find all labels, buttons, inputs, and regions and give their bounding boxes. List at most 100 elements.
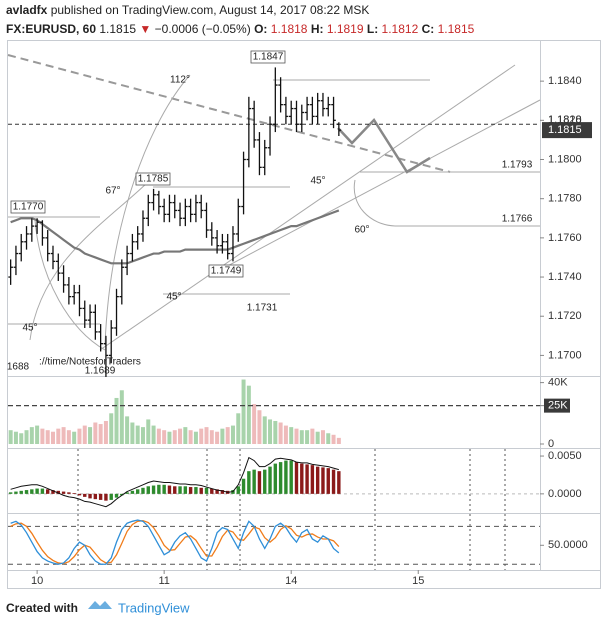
volume-bar (93, 422, 98, 444)
macd-histogram (268, 466, 272, 494)
volume-bar (66, 430, 71, 444)
volume-bar (88, 427, 93, 444)
macd-histogram (210, 488, 214, 494)
macd-histogram (310, 465, 315, 494)
footer-brand[interactable]: TradingView (118, 600, 190, 615)
trend-line (99, 64, 516, 351)
macd-histogram (72, 493, 76, 494)
last-price-badge (542, 122, 592, 139)
macd-histogram (88, 493, 92, 499)
level-badge-label: 25K (548, 400, 568, 412)
annotation: 1.1770 (13, 202, 44, 213)
x-tick-label: 15 (412, 575, 424, 587)
header-line-2: FX:EURUSD, 60 1.1815 ▼ −0.0006 (−0.05%) … (6, 22, 475, 36)
macd-histogram (337, 471, 341, 494)
volume-bar (331, 434, 336, 444)
macd-histogram (305, 464, 309, 494)
macd-histogram (35, 488, 39, 494)
volume-bar (125, 416, 130, 444)
macd-histogram (109, 493, 113, 500)
projection (337, 117, 431, 174)
price: 1.1815 (99, 22, 136, 36)
macd-histogram (236, 486, 240, 494)
volume-bar (257, 410, 262, 444)
y-tick-label: 1.1780 (548, 193, 582, 205)
volume-bar (50, 431, 55, 444)
macd-histogram (331, 469, 336, 494)
volume-bar (156, 428, 161, 444)
y-tick-label: 0.0000 (548, 488, 582, 500)
arc (29, 179, 151, 341)
macd-histogram (188, 487, 193, 494)
macd-histogram (130, 490, 135, 494)
volume-bar (246, 385, 251, 444)
annotation-box (250, 50, 286, 64)
annotation: 1.1731 (247, 303, 278, 314)
y-tick-label: 1.1720 (548, 310, 582, 322)
volume-bar (40, 428, 45, 444)
macd-histogram (157, 484, 161, 494)
volume-bar (209, 430, 214, 444)
macd-histogram (252, 469, 256, 494)
macd-histogram (278, 462, 283, 494)
macd-histogram (77, 493, 82, 496)
volume-bar (103, 420, 108, 444)
annotation: 1.1766 (502, 214, 533, 225)
volume-bar (162, 430, 167, 444)
volume-bar (45, 430, 50, 444)
ohlc-label: H: (311, 22, 324, 36)
macd-histogram (67, 492, 71, 494)
last-price-label: 1.1815 (548, 124, 582, 136)
annotation: 1.1749 (211, 266, 242, 277)
volume-bar (204, 427, 209, 444)
volume-bar (35, 425, 40, 444)
macd-histogram (24, 490, 29, 494)
volume-bar (82, 425, 87, 444)
volume-bar (140, 427, 145, 444)
volume-bar (230, 425, 235, 444)
brand-logo (88, 601, 112, 609)
macd-histogram (257, 471, 262, 494)
volume-bar (135, 425, 140, 444)
volume-bar (61, 427, 66, 444)
macd-histogram (104, 493, 108, 501)
annotation: ://time/NotesforTraders (39, 357, 141, 368)
annotation: 45° (166, 292, 181, 303)
macd-histogram (289, 460, 293, 494)
macd-histogram (173, 486, 177, 494)
volume-bar (268, 419, 273, 444)
ohlc-value: 1.1815 (438, 22, 475, 36)
volume-bar (299, 430, 304, 444)
macd-histogram (162, 484, 166, 494)
volume-bar (13, 431, 18, 444)
annotation: 1688 (7, 362, 30, 373)
volume-bar (109, 413, 114, 444)
volume-bar (315, 431, 320, 444)
volume-bar (183, 427, 188, 444)
volume-bar (146, 419, 151, 444)
macd-histogram (8, 492, 13, 494)
volume-bar (72, 431, 77, 444)
volume-bar (130, 422, 135, 444)
volume-bar (305, 430, 310, 444)
volume-bar (172, 430, 177, 444)
change: −0.0006 (−0.05%) (155, 22, 251, 36)
arrow: ▼ (139, 22, 151, 36)
volume-bar (283, 425, 288, 444)
x-tick-label: 11 (158, 575, 169, 587)
macd-histogram (204, 487, 209, 494)
macd-histogram (315, 466, 320, 494)
macd-histogram (125, 492, 129, 494)
volume-bar (19, 433, 24, 444)
macd-histogram (294, 462, 299, 494)
annotation: 45° (310, 176, 325, 187)
volume-bar (241, 379, 246, 444)
volume-bar (56, 428, 61, 444)
macd-histogram (178, 486, 182, 494)
annotation: 1.1689 (85, 366, 116, 377)
macd-histogram (120, 493, 124, 496)
arc (34, 219, 106, 351)
moving-average (10, 209, 340, 265)
macd-histogram (141, 487, 145, 494)
annotation: 112° (170, 75, 190, 86)
